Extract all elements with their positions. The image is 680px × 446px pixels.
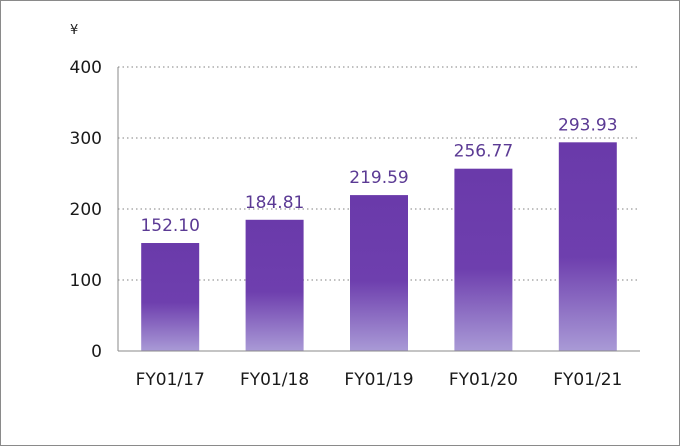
bars (141, 142, 617, 351)
bar (350, 195, 408, 351)
x-tick-labels: FY01/17 FY01/18 FY01/19 FY01/20 FY01/21 (136, 370, 623, 390)
data-label: 184.81 (245, 193, 304, 213)
y-tick-label: 100 (70, 271, 102, 291)
y-tick-label: 200 (70, 200, 102, 220)
bar (454, 168, 513, 351)
y-axis-unit-label: ¥ (70, 23, 78, 38)
y-tick-label: 400 (70, 58, 102, 78)
y-tick-label: 0 (91, 342, 102, 362)
y-tick-label: 300 (70, 129, 102, 149)
x-tick-label: FY01/19 (344, 370, 413, 390)
y-tick-labels: 0 100 200 300 400 (70, 58, 102, 362)
bar (245, 219, 304, 351)
data-label: 256.77 (454, 142, 513, 162)
data-label: 293.93 (558, 115, 617, 135)
x-tick-label: FY01/20 (449, 370, 518, 390)
bar (558, 142, 617, 351)
data-labels: 152.10 184.81 219.59 256.77 293.93 (140, 115, 617, 236)
x-tick-label: FY01/17 (136, 370, 205, 390)
bar (141, 243, 200, 351)
x-tick-label: FY01/21 (553, 370, 622, 390)
data-label: 152.10 (140, 216, 199, 236)
x-tick-label: FY01/18 (240, 370, 309, 390)
data-label: 219.59 (349, 168, 408, 188)
